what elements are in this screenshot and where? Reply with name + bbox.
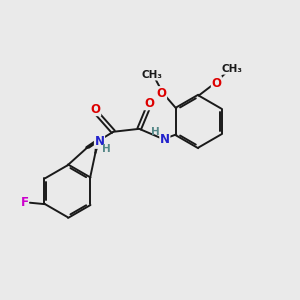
Text: CH₃: CH₃ xyxy=(141,70,162,80)
Text: CH₃: CH₃ xyxy=(221,64,242,74)
Text: N: N xyxy=(160,133,170,146)
Text: H: H xyxy=(151,127,160,137)
Text: O: O xyxy=(212,77,221,90)
Text: N: N xyxy=(94,135,104,148)
Text: O: O xyxy=(91,103,100,116)
Text: O: O xyxy=(157,87,166,100)
Text: F: F xyxy=(20,196,28,209)
Text: H: H xyxy=(103,144,111,154)
Text: O: O xyxy=(145,97,154,110)
